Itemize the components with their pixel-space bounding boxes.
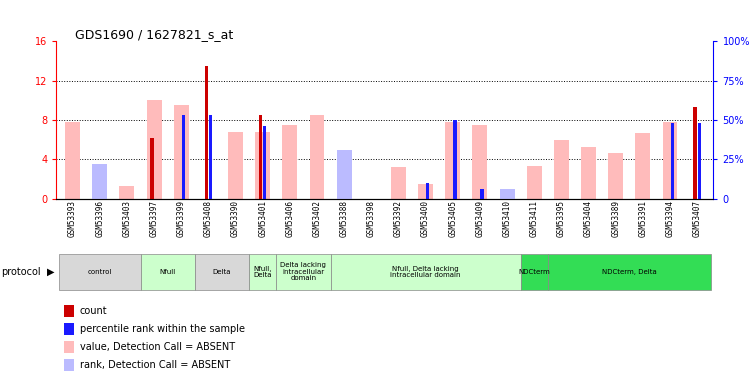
Text: GSM53392: GSM53392 [394, 200, 403, 237]
Bar [276, 254, 330, 290]
Bar [330, 254, 520, 290]
Text: protocol: protocol [2, 267, 41, 277]
Text: GSM53391: GSM53391 [638, 200, 647, 237]
Bar [581, 147, 596, 199]
Bar [264, 126, 267, 199]
Text: GSM53396: GSM53396 [95, 200, 104, 237]
Text: GSM53408: GSM53408 [204, 200, 213, 237]
Bar [182, 115, 185, 199]
Bar [195, 254, 249, 290]
Text: GSM53389: GSM53389 [611, 200, 620, 237]
Text: ▶: ▶ [47, 267, 55, 277]
Bar [209, 115, 213, 199]
Text: GSM53393: GSM53393 [68, 200, 77, 237]
Text: GSM53394: GSM53394 [665, 200, 674, 237]
Text: GSM53404: GSM53404 [584, 200, 593, 237]
Text: value, Detection Call = ABSENT: value, Detection Call = ABSENT [80, 342, 235, 352]
Bar [454, 120, 457, 199]
Bar [418, 184, 433, 199]
Bar [140, 254, 195, 290]
Text: count: count [80, 306, 107, 316]
Bar [481, 189, 484, 199]
Text: rank, Detection Call = ABSENT: rank, Detection Call = ABSENT [80, 360, 230, 370]
Bar [547, 254, 710, 290]
Text: GSM53400: GSM53400 [421, 200, 430, 237]
Text: GSM53402: GSM53402 [312, 200, 321, 237]
Text: GSM53395: GSM53395 [557, 200, 566, 237]
Text: Nfull: Nfull [159, 269, 176, 275]
Text: GSM53401: GSM53401 [258, 200, 267, 237]
Bar [204, 66, 208, 199]
Bar [526, 166, 541, 199]
Bar [282, 125, 297, 199]
Text: GSM53411: GSM53411 [529, 200, 538, 237]
Text: control: control [88, 269, 112, 275]
Text: GDS1690 / 1627821_s_at: GDS1690 / 1627821_s_at [75, 28, 234, 41]
Bar [228, 132, 243, 199]
Text: Nfull, Delta lacking
intracellular domain: Nfull, Delta lacking intracellular domai… [391, 266, 461, 278]
Text: GSM53405: GSM53405 [448, 200, 457, 237]
Bar [698, 123, 701, 199]
Text: GSM53399: GSM53399 [176, 200, 185, 237]
Bar [150, 138, 153, 199]
Bar [249, 254, 276, 290]
Bar [445, 122, 460, 199]
Bar [635, 133, 650, 199]
Text: NDCterm: NDCterm [518, 269, 550, 275]
Text: GSM53390: GSM53390 [231, 200, 240, 237]
Bar [554, 140, 569, 199]
Text: GSM53398: GSM53398 [366, 200, 376, 237]
Bar [92, 164, 107, 199]
Bar [693, 107, 697, 199]
Text: Delta: Delta [213, 269, 231, 275]
Text: percentile rank within the sample: percentile rank within the sample [80, 324, 245, 334]
Text: Delta lacking
intracellular
domain: Delta lacking intracellular domain [280, 262, 327, 281]
Bar [173, 105, 189, 199]
Text: GSM53397: GSM53397 [149, 200, 158, 237]
Text: NDCterm, Delta: NDCterm, Delta [602, 269, 656, 275]
Bar [391, 167, 406, 199]
Bar [259, 115, 262, 199]
Text: GSM53409: GSM53409 [475, 200, 484, 237]
Bar [472, 125, 487, 199]
Text: GSM53407: GSM53407 [692, 200, 701, 237]
Bar [426, 183, 430, 199]
Bar [608, 153, 623, 199]
Text: Nfull,
Delta: Nfull, Delta [253, 266, 272, 278]
Bar [65, 122, 80, 199]
Bar [59, 254, 140, 290]
Bar [662, 122, 677, 199]
Bar [520, 254, 547, 290]
Text: GSM53410: GSM53410 [502, 200, 511, 237]
Bar [92, 173, 107, 199]
Bar [255, 132, 270, 199]
Bar [146, 100, 161, 199]
Bar [119, 186, 134, 199]
Bar [499, 189, 514, 199]
Text: GSM53388: GSM53388 [339, 200, 348, 237]
Text: GSM53403: GSM53403 [122, 200, 131, 237]
Bar [309, 115, 324, 199]
Bar [671, 123, 674, 199]
Text: GSM53406: GSM53406 [285, 200, 294, 237]
Bar [336, 150, 351, 199]
